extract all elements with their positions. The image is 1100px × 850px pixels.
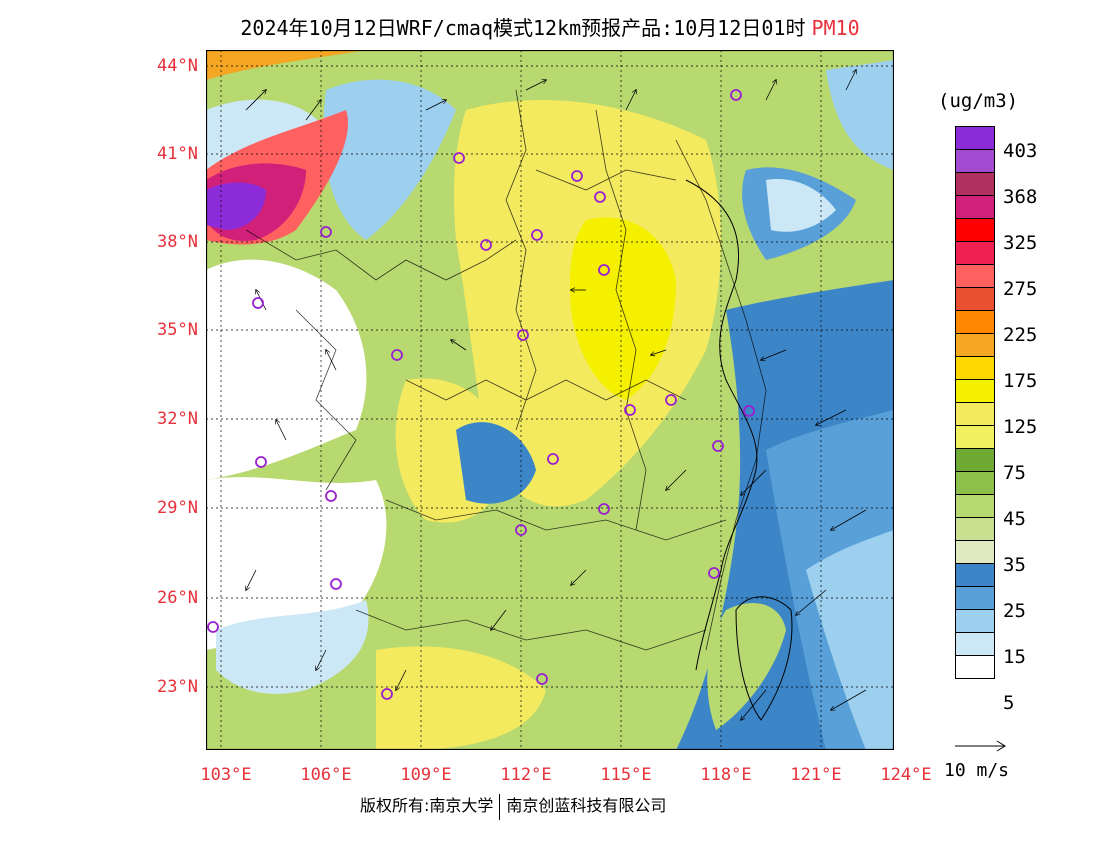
color-bar (955, 126, 995, 679)
color-bar-swatch (955, 380, 995, 403)
color-bar-swatch (955, 495, 995, 518)
title-main: 2024年10月12日WRF/cmaq模式12km预报产品:10月12日01时 (240, 16, 806, 40)
copyright-divider (499, 793, 501, 820)
copyright-right: 南京创蓝科技有限公司 (506, 796, 667, 815)
color-bar-swatch (955, 126, 995, 150)
color-bar-swatch (955, 449, 995, 472)
lon-label-106e: 106°E (300, 765, 352, 785)
legend-label-75: 75 (1003, 462, 1026, 484)
legend-label-25: 25 (1003, 600, 1026, 622)
color-bar-swatch (955, 357, 995, 380)
color-bar-swatch (955, 265, 995, 288)
legend-label-125: 125 (1003, 416, 1038, 438)
color-bar-swatch (955, 150, 995, 173)
color-bar-swatch (955, 518, 995, 541)
legend-label-275: 275 (1003, 278, 1038, 300)
lat-label-23n: 23°N (157, 677, 198, 697)
legend-label-45: 45 (1003, 508, 1026, 530)
legend-label-5: 5 (1003, 692, 1015, 714)
lon-label-118e: 118°E (700, 765, 752, 785)
color-bar-swatch (955, 334, 995, 357)
pm10-forecast-map (206, 50, 894, 750)
color-bar-swatch (955, 242, 995, 265)
map-title: 2024年10月12日WRF/cmaq模式12km预报产品:10月12日01时 P… (0, 12, 1100, 41)
color-bar-swatch (955, 196, 995, 219)
lat-label-29n: 29°N (157, 498, 198, 518)
legend-label-35: 35 (1003, 554, 1026, 576)
color-bar-swatch (955, 311, 995, 334)
color-bar-swatch (955, 472, 995, 495)
lat-label-38n: 38°N (157, 232, 198, 252)
color-bar-swatch (955, 564, 995, 587)
lat-label-44n: 44°N (157, 56, 198, 76)
color-bar-swatch (955, 587, 995, 610)
color-bar-swatch (955, 426, 995, 449)
lon-label-121e: 121°E (790, 765, 842, 785)
color-bar-swatch (955, 633, 995, 656)
wind-reference-arrow (955, 740, 1006, 752)
legend-label-175: 175 (1003, 370, 1038, 392)
color-bar-swatch (955, 610, 995, 633)
wind-reference-label: 10 m/s (944, 760, 1010, 781)
legend-label-225: 225 (1003, 324, 1038, 346)
lat-label-26n: 26°N (157, 588, 198, 608)
lon-label-124e: 124°E (880, 765, 932, 785)
color-bar-swatch (955, 656, 995, 679)
color-bar-swatch (955, 173, 995, 196)
legend-label-368: 368 (1003, 186, 1038, 208)
copyright-left: 版权所有:南京大学 (360, 796, 494, 815)
color-bar-swatch (955, 288, 995, 311)
legend-label-403: 403 (1003, 140, 1038, 162)
lon-label-115e: 115°E (600, 765, 652, 785)
color-bar-swatch (955, 541, 995, 564)
title-pollutant: PM10 (811, 16, 860, 40)
lon-label-109e: 109°E (400, 765, 452, 785)
lon-label-112e: 112°E (500, 765, 552, 785)
lat-label-32n: 32°N (157, 409, 198, 429)
copyright-line: 版权所有:南京大学 南京创蓝科技有限公司 (360, 792, 666, 820)
lat-label-41n: 41°N (157, 144, 198, 164)
lon-label-103e: 103°E (200, 765, 252, 785)
legend-units: (ug/m3) (938, 90, 1019, 112)
legend-label-325: 325 (1003, 232, 1038, 254)
color-bar-swatch (955, 219, 995, 242)
color-bar-swatch (955, 403, 995, 426)
legend-label-15: 15 (1003, 646, 1026, 668)
lat-label-35n: 35°N (157, 320, 198, 340)
